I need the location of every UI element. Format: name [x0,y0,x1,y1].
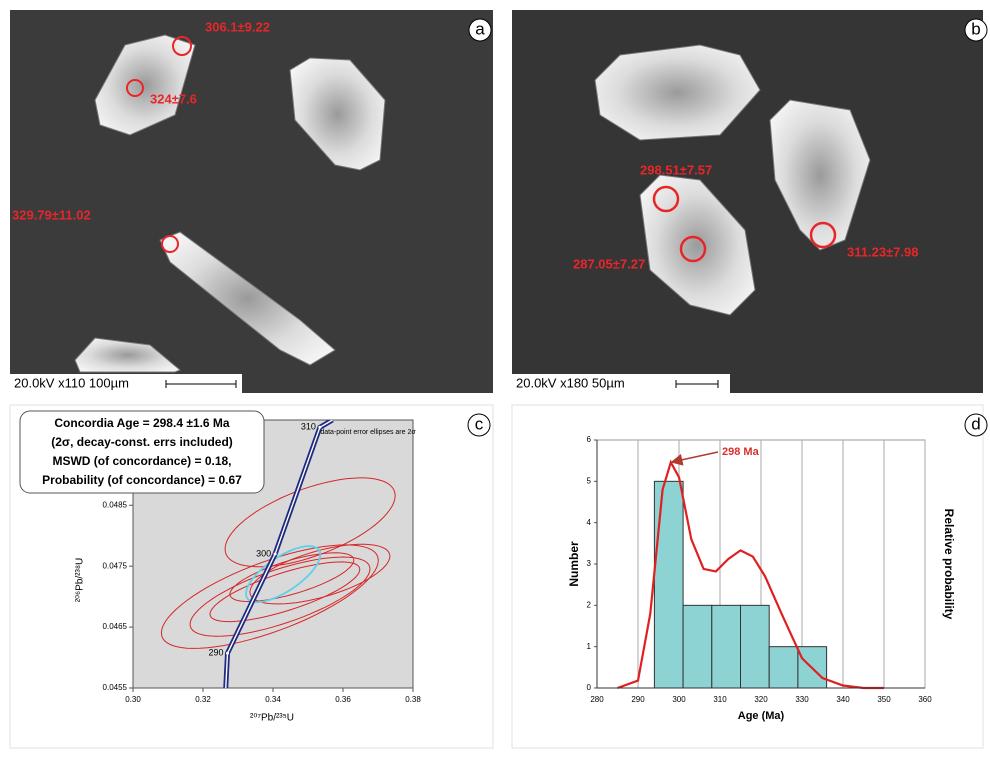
y-tick-label: 4 [587,518,592,527]
spot-label: 311.23±7.98 [847,244,918,259]
spot-label: 287.05±7.27 [573,256,645,271]
x-tick-label: 0.34 [265,695,281,704]
y2-axis-label: Relative probability [942,509,956,620]
y-tick-label: 3 [587,559,592,568]
x-tick-label: 350 [877,695,891,704]
panel-label: a [475,19,485,38]
annotation: Concordia Age = 298.4 ±1.6 Ma [54,416,230,430]
y-tick-label: 1 [587,642,592,651]
plot-c [160,420,396,688]
x-tick-label: 0.38 [405,695,421,704]
error-ellipse [224,477,396,568]
concordia-age-label: 300 [256,548,271,558]
x-axis-label: Age (Ma) [738,710,785,722]
concordia-age-point [273,552,277,556]
y-axis-label: Number [567,541,581,587]
annotation-box [19,410,265,494]
panel-badge [467,413,491,437]
error-ellipse [189,556,371,637]
x-tick-label: 0.36 [335,695,351,704]
x-tick-label: 340 [836,695,850,704]
concordia-age-point [226,651,229,655]
histogram-bar [653,480,684,689]
crystals-b [594,44,871,316]
probability-curve [617,459,884,690]
y-tick-label: 0.0475 [103,561,128,570]
x-tick-label: 290 [631,695,645,704]
annotation: Probability (of concordance) = 0.67 [42,473,242,487]
y-tick-label: 0.0485 [103,500,128,509]
panel-label: b [971,19,980,38]
histogram-bar [711,604,741,689]
spot-label: 298.51±7.57 [640,162,712,177]
x-tick-label: 300 [672,695,686,704]
plot-d: 280 290 300 310 320 330 340 350 360 0 1 2 3 4 5 6 [587,435,933,704]
panel-badge [964,413,988,437]
scale-bar [675,380,719,388]
spot-label: 324±7.6 [150,91,197,106]
concordia-age-label: 310 [301,422,316,432]
y-tick-label: 0.0455 [103,683,128,692]
scale-box [512,374,730,393]
x-tick-label: 310 [713,695,727,704]
x-tick-label: 320 [754,695,768,704]
annotation: 298 Ma [722,446,760,458]
histogram-bar [682,604,713,689]
x-tick-label: 330 [795,695,809,704]
histogram-bar [740,604,770,689]
panel-badge [964,18,988,42]
image-a [10,10,493,393]
panel-badge [468,18,492,42]
annotation-arrow [670,451,719,466]
panel-label: d [971,414,980,433]
histogram-bar [768,646,799,689]
x-tick-label: 360 [918,695,932,704]
y-tick-label: 0 [587,683,592,692]
annotation: MSWD (of concordance) = 0.18, [52,454,231,468]
scale-bar-text: 20.0kV x180 50µm [516,375,625,390]
annotation: (2σ, decay-const. errs included) [51,435,233,449]
y-tick-label: 6 [587,435,592,444]
crystals-a [74,34,386,373]
panel-label: c [475,414,484,433]
concordia-age-point [318,425,322,429]
y-tick-label: 5 [587,476,592,485]
error-ellipse [245,545,322,604]
error-ellipse [229,552,355,603]
scale-box [10,374,242,393]
y-tick-label: 2 [587,600,592,609]
y-tick-label: 0.0465 [103,622,128,631]
spots-a [126,36,192,253]
x-tick-label: 0.30 [125,695,141,704]
error-ellipse [249,543,391,605]
x-axis-label: ²⁰⁷Pb/²³⁵U [250,713,294,724]
scale-bar [165,380,237,388]
spots-b [652,185,837,263]
x-tick-label: 280 [590,695,604,704]
y-axis-label: ²⁰⁶Pb/²³⁸U [75,558,86,603]
error-ellipse [160,544,379,649]
spot-label: 329.79±11.02 [12,207,91,222]
scale-bar-text: 20.0kV x110 100µm [14,375,129,390]
x-tick-label: 0.32 [195,695,211,704]
concordia-age-label: 290 [208,648,223,658]
spot-label: 306.1±9.22 [205,19,270,34]
note: data-point error ellipses are 2σ [320,429,416,436]
